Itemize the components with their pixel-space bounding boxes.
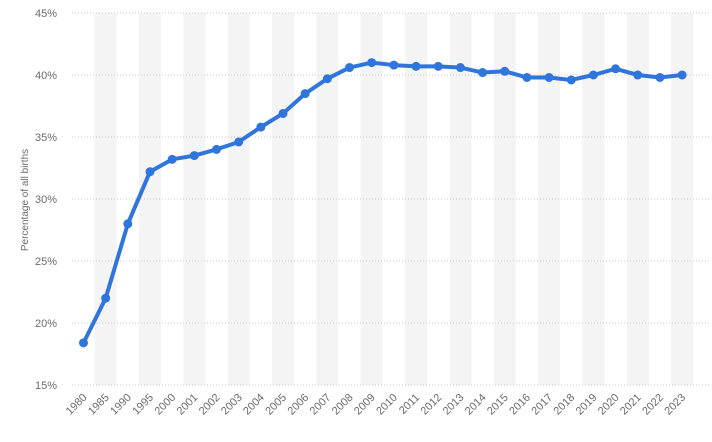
x-tick-label: 2017 [529, 392, 555, 418]
x-tick-label: 2001 [175, 392, 201, 418]
x-tick-label: 2016 [507, 392, 533, 418]
data-point[interactable] [234, 137, 244, 147]
data-point[interactable] [389, 60, 399, 70]
series-layer [79, 58, 687, 348]
x-tick-label: 1985 [86, 392, 112, 418]
x-tick-label: 1990 [108, 392, 134, 418]
background-band [626, 13, 649, 385]
data-point[interactable] [145, 167, 155, 177]
y-tick-label: 25% [35, 256, 57, 268]
x-tick-label: 2005 [263, 392, 289, 418]
x-tick-label: 2022 [640, 392, 666, 418]
background-band [183, 13, 206, 385]
data-point[interactable] [278, 108, 288, 118]
data-point[interactable] [212, 144, 222, 154]
data-point[interactable] [677, 70, 687, 80]
y-tick-label: 35% [35, 132, 57, 144]
x-tick-label: 2019 [574, 392, 600, 418]
y-tick-label: 40% [35, 70, 57, 82]
x-tick-label: 2011 [397, 392, 422, 417]
x-tick-label: 1980 [64, 392, 90, 418]
background-band [449, 13, 472, 385]
data-point[interactable] [566, 75, 576, 85]
x-tick-label: 2018 [552, 392, 578, 418]
x-tick-label: 2021 [618, 392, 644, 418]
data-point[interactable] [256, 122, 266, 132]
data-point[interactable] [411, 61, 421, 71]
x-tick-label: 2014 [463, 392, 489, 418]
alternating-bands [94, 13, 694, 385]
data-point[interactable] [588, 70, 598, 80]
x-tick-label: 2023 [662, 392, 688, 418]
y-tick-label: 20% [35, 318, 57, 330]
series-line [81, 60, 685, 345]
background-band [272, 13, 295, 385]
data-point[interactable] [655, 72, 665, 82]
x-tick-label: 2002 [197, 392, 223, 418]
background-band [405, 13, 428, 385]
x-tick-label: 1995 [130, 392, 156, 418]
y-axis-title: Percentage of all births [20, 149, 31, 251]
gridlines [72, 12, 709, 386]
data-point[interactable] [500, 66, 510, 76]
data-point[interactable] [544, 72, 554, 82]
y-tick-label: 30% [35, 194, 57, 206]
background-band [227, 13, 250, 385]
x-tick-label: 2004 [241, 392, 267, 418]
data-point[interactable] [455, 63, 465, 73]
x-tick-label: 2006 [286, 392, 312, 418]
data-point[interactable] [345, 63, 355, 73]
x-tick-label: 2020 [596, 392, 622, 418]
data-point[interactable] [522, 72, 532, 82]
data-point[interactable] [167, 154, 177, 164]
x-tick-label: 2009 [352, 392, 378, 418]
x-tick-label: 2003 [219, 392, 245, 418]
data-point[interactable] [433, 61, 443, 71]
data-point[interactable] [101, 293, 111, 303]
data-point[interactable] [322, 74, 332, 84]
data-point[interactable] [611, 64, 621, 74]
data-point[interactable] [79, 338, 88, 348]
data-point[interactable] [367, 58, 377, 68]
y-tick-label: 15% [35, 380, 57, 392]
background-band [360, 13, 383, 385]
y-tick-label: 45% [35, 8, 57, 20]
y-axis-ticks: 15% 20% 25% 30% 35% 40% 45% [35, 8, 57, 392]
data-point[interactable] [633, 70, 643, 80]
x-tick-label: 2010 [374, 392, 400, 418]
x-tick-label: 2015 [485, 392, 511, 418]
data-point[interactable] [189, 151, 199, 161]
x-tick-label: 2012 [419, 392, 445, 418]
x-tick-label: 2008 [330, 392, 356, 418]
x-tick-label: 2007 [308, 392, 334, 418]
x-tick-label: 2000 [153, 392, 179, 418]
data-point[interactable] [123, 219, 133, 229]
data-point[interactable] [300, 89, 310, 99]
data-point[interactable] [478, 68, 488, 78]
background-band [671, 13, 694, 385]
x-axis-ticks: 1980198519901995200020012002200320042005… [64, 392, 688, 418]
x-tick-label: 2013 [441, 392, 467, 418]
background-band [582, 13, 605, 385]
